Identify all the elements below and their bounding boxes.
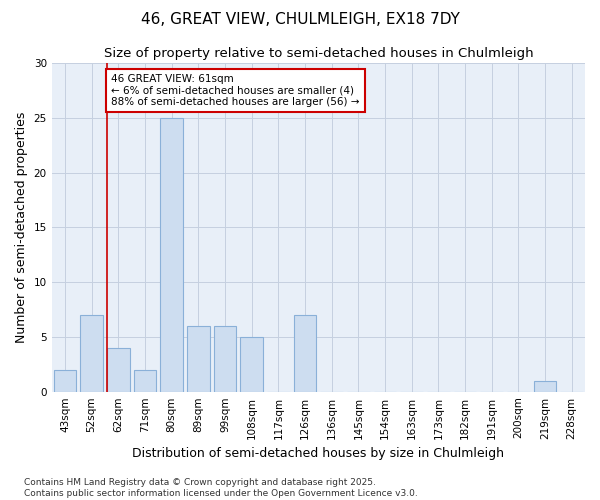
Bar bbox=[214, 326, 236, 392]
X-axis label: Distribution of semi-detached houses by size in Chulmleigh: Distribution of semi-detached houses by … bbox=[133, 447, 505, 460]
Text: 46 GREAT VIEW: 61sqm
← 6% of semi-detached houses are smaller (4)
88% of semi-de: 46 GREAT VIEW: 61sqm ← 6% of semi-detach… bbox=[111, 74, 359, 107]
Bar bbox=[293, 315, 316, 392]
Bar bbox=[107, 348, 130, 392]
Title: Size of property relative to semi-detached houses in Chulmleigh: Size of property relative to semi-detach… bbox=[104, 48, 533, 60]
Y-axis label: Number of semi-detached properties: Number of semi-detached properties bbox=[15, 112, 28, 343]
Bar bbox=[160, 118, 183, 392]
Bar bbox=[53, 370, 76, 392]
Bar bbox=[241, 337, 263, 392]
Bar bbox=[134, 370, 157, 392]
Bar bbox=[187, 326, 209, 392]
Text: 46, GREAT VIEW, CHULMLEIGH, EX18 7DY: 46, GREAT VIEW, CHULMLEIGH, EX18 7DY bbox=[140, 12, 460, 28]
Bar bbox=[533, 380, 556, 392]
Text: Contains HM Land Registry data © Crown copyright and database right 2025.
Contai: Contains HM Land Registry data © Crown c… bbox=[24, 478, 418, 498]
Bar bbox=[80, 315, 103, 392]
